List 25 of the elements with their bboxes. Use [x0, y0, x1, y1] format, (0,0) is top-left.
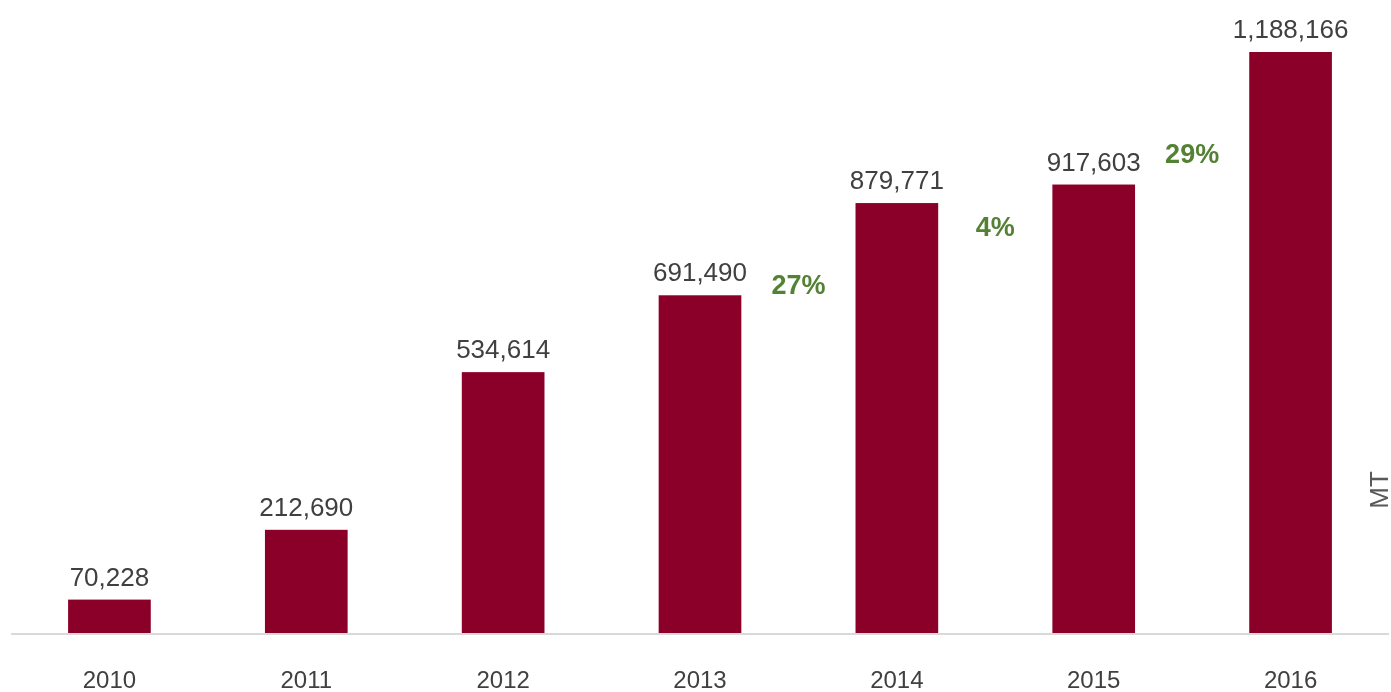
bar	[264, 529, 348, 634]
bar	[1249, 52, 1332, 634]
x-tick-label: 2014	[870, 666, 924, 692]
bar	[461, 372, 545, 634]
y-axis-title: MT	[1364, 471, 1391, 509]
data-label: 70,228	[69, 561, 150, 592]
x-tick-label: 2013	[673, 666, 727, 692]
bar	[68, 599, 151, 634]
data-label: 691,490	[653, 257, 747, 288]
x-tick-label: 2012	[476, 666, 530, 692]
annotation: 27%	[771, 270, 826, 301]
annotation: 29%	[1165, 139, 1220, 170]
x-tick-label: 2015	[1067, 666, 1121, 692]
data-label: 212,690	[259, 491, 354, 522]
data-label: 917,603	[1046, 146, 1141, 177]
x-tick-label: 2011	[280, 666, 333, 692]
x-tick-label: 2010	[82, 666, 137, 692]
x-tick-label: 2016	[1263, 666, 1318, 692]
annotation: 4%	[975, 212, 1015, 243]
data-label: 534,614	[456, 334, 551, 365]
bar	[855, 203, 939, 634]
data-label: 879,771	[849, 165, 944, 196]
bar	[658, 295, 742, 634]
bar	[1052, 184, 1136, 634]
data-label: 1,188,166	[1232, 14, 1349, 44]
